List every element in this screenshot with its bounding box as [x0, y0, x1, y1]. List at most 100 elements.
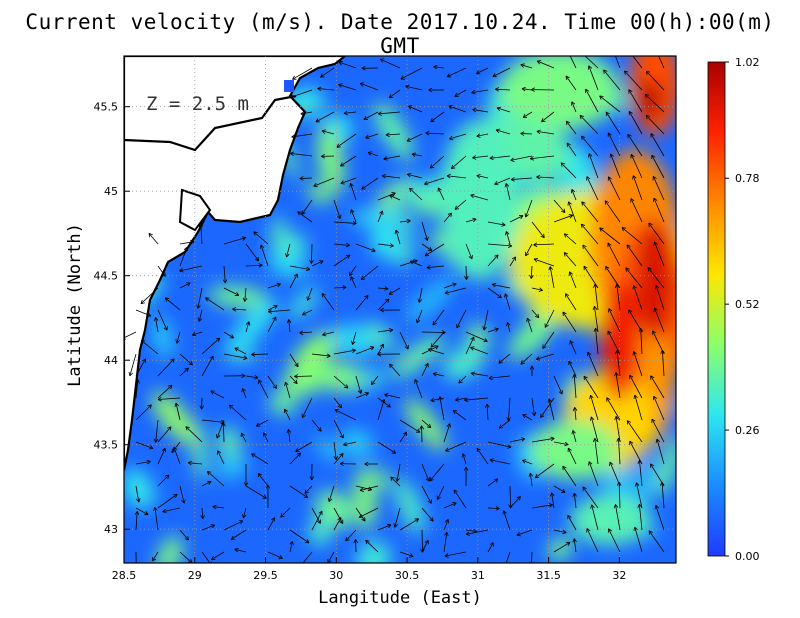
- velocity-arrow: [454, 199, 467, 210]
- arrow-head: [402, 431, 407, 437]
- velocity-arrow: [399, 260, 418, 267]
- velocity-arrow: [520, 64, 533, 69]
- arrow-head: [448, 104, 453, 110]
- arrow-head: [454, 205, 460, 210]
- velocity-arrow: [531, 397, 535, 416]
- arrow-head: [446, 173, 451, 179]
- arrow-head: [651, 154, 656, 160]
- velocity-arrow: [135, 379, 139, 399]
- arrow-head: [637, 503, 642, 508]
- arrow-head: [452, 282, 457, 287]
- field-core: [440, 120, 520, 280]
- velocity-arrow: [567, 514, 577, 531]
- arrow-head: [603, 69, 608, 74]
- velocity-arrow: [565, 293, 577, 311]
- arrow-head: [453, 489, 458, 494]
- arrow-head: [563, 233, 569, 238]
- velocity-arrow: [394, 507, 401, 528]
- velocity-arrow: [446, 67, 467, 78]
- velocity-arrow: [628, 309, 643, 333]
- arrow-head: [447, 212, 453, 217]
- velocity-arrow: [333, 507, 344, 524]
- velocity-arrow: [223, 287, 240, 296]
- colorbar-tick-label: 1.02: [735, 56, 760, 69]
- arrow-head: [583, 265, 588, 271]
- velocity-arrow: [487, 221, 506, 226]
- y-tick-label: 43: [104, 523, 118, 536]
- velocity-arrow: [449, 133, 467, 140]
- velocity-arrow: [267, 283, 281, 289]
- velocity-arrow: [615, 416, 621, 443]
- arrow-head: [568, 360, 573, 366]
- velocity-arrow: [258, 379, 269, 399]
- velocity-arrow: [135, 485, 140, 503]
- velocity-arrow: [253, 231, 269, 245]
- arrow-head: [562, 465, 567, 471]
- arrow-head: [472, 107, 477, 113]
- field-patch: [317, 123, 344, 195]
- velocity-arrow: [321, 130, 335, 135]
- x-tick-label: 29: [188, 569, 202, 582]
- colorbar-tick-label: 0.78: [735, 172, 760, 185]
- arrow-head: [498, 424, 504, 429]
- arrow-head: [243, 482, 249, 487]
- arrow-head: [408, 105, 413, 110]
- arrow-head: [251, 453, 256, 458]
- chart-title: Current velocity (m/s). Date 2017.10.24.…: [25, 10, 775, 58]
- velocity-arrow: [352, 331, 357, 345]
- arrow-head: [650, 133, 655, 138]
- arrow-head: [190, 239, 195, 245]
- arrow-head: [289, 94, 294, 99]
- arrow-head: [504, 183, 510, 188]
- velocity-arrow: [607, 242, 621, 267]
- velocity-arrow: [307, 287, 313, 301]
- arrow-head: [241, 387, 246, 393]
- arrow-head: [498, 359, 503, 364]
- arrow-head: [173, 493, 178, 499]
- velocity-arrow: [536, 130, 555, 135]
- velocity-arrow: [544, 309, 555, 328]
- velocity-arrow: [492, 67, 511, 77]
- velocity-arrow: [626, 420, 643, 443]
- arrow-head: [569, 340, 574, 345]
- arrow-head: [164, 297, 170, 302]
- arrow-head: [381, 173, 386, 179]
- arrow-head: [607, 330, 612, 335]
- velocity-arrow: [377, 287, 389, 290]
- velocity-arrow: [409, 187, 423, 201]
- velocity-arrow: [421, 243, 433, 251]
- velocity-arrow: [582, 244, 599, 267]
- arrow-head: [534, 474, 540, 479]
- field-patch: [372, 466, 392, 491]
- velocity-arrow: [644, 93, 665, 113]
- velocity-arrow: [222, 422, 225, 443]
- colorbar-tick-label: 0.52: [735, 298, 760, 311]
- velocity-arrow: [553, 375, 563, 395]
- velocity-arrow: [135, 309, 152, 317]
- arrow-head: [633, 526, 638, 532]
- arrow-head: [272, 316, 277, 321]
- velocity-arrow: [608, 176, 621, 201]
- velocity-arrow: [365, 539, 379, 553]
- arrow-head: [427, 246, 433, 251]
- velocity-arrow: [289, 375, 298, 384]
- velocity-arrow: [522, 459, 533, 465]
- velocity-arrow: [289, 452, 301, 465]
- arrow-head: [278, 555, 283, 560]
- velocity-arrow: [201, 481, 212, 487]
- velocity-arrow: [487, 542, 494, 553]
- arrow-head: [304, 489, 309, 494]
- velocity-arrow: [633, 285, 643, 311]
- arrow-head: [626, 244, 631, 249]
- arrow-head: [437, 187, 442, 192]
- velocity-arrow: [295, 441, 313, 453]
- arrow-head: [468, 254, 473, 260]
- arrow-head: [660, 349, 665, 354]
- velocity-arrow: [384, 394, 401, 399]
- arrow-head: [179, 268, 184, 273]
- arrow-head: [389, 194, 394, 199]
- plot-frame: [123, 55, 677, 564]
- velocity-arrow: [651, 154, 665, 179]
- velocity-arrow: [230, 529, 247, 540]
- velocity-arrow: [494, 177, 511, 185]
